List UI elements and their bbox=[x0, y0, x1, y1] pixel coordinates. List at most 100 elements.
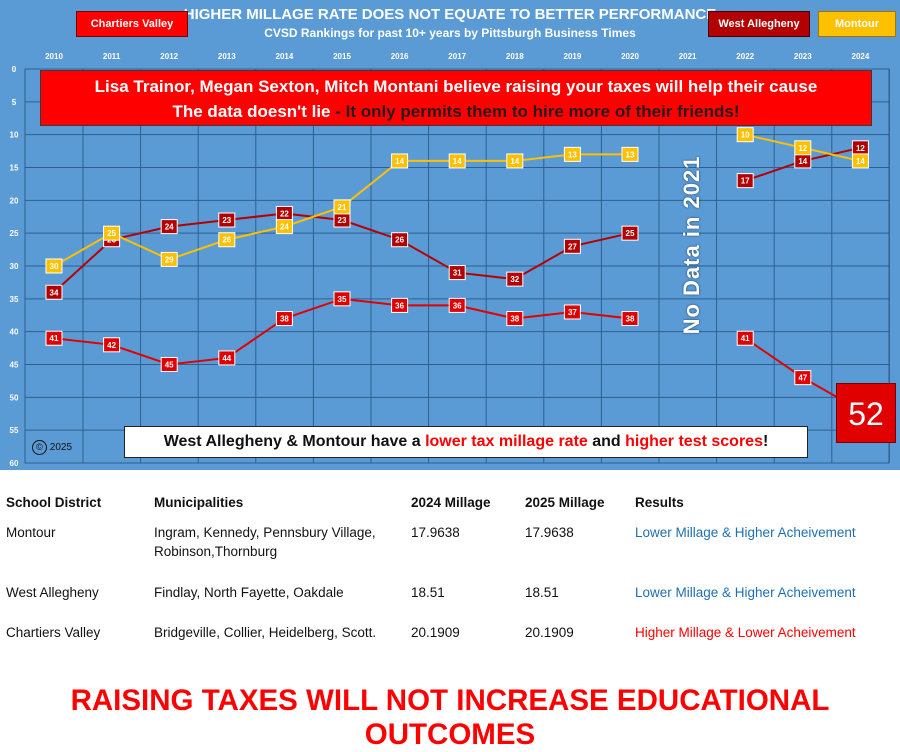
cell-municipalities: Findlay, North Fayette, Oakdale bbox=[154, 585, 344, 600]
data-point bbox=[621, 146, 639, 162]
data-point bbox=[103, 337, 121, 353]
data-point bbox=[794, 140, 812, 156]
x-tick-label: 2020 bbox=[621, 52, 639, 61]
data-point bbox=[621, 225, 639, 241]
data-label: 17 bbox=[741, 177, 750, 186]
y-tick-label: 5 bbox=[12, 98, 17, 107]
note-part-2: lower tax millage rate bbox=[425, 433, 588, 450]
data-point bbox=[45, 330, 63, 346]
chart-area: 0 5 10 15 20 25 30 35 40 45 50 55 60 2010 2011 2012 2013… bbox=[0, 0, 900, 470]
y-tick-label: 10 bbox=[10, 131, 19, 140]
header-school-district: School District bbox=[6, 495, 102, 510]
cell-2024-millage: 17.9638 bbox=[411, 525, 460, 540]
banner-line-1: Lisa Trainor, Megan Sexton, Mitch Montan… bbox=[94, 77, 818, 96]
y-tick-label: 25 bbox=[10, 229, 19, 238]
data-label: 12 bbox=[856, 144, 865, 153]
data-label: 14 bbox=[798, 157, 807, 166]
data-point bbox=[391, 232, 409, 248]
data-point bbox=[851, 153, 869, 169]
legend-chartiers: Chartiers Valley bbox=[76, 11, 188, 37]
data-point bbox=[160, 357, 178, 372]
data-label: 41 bbox=[741, 334, 750, 343]
data-point bbox=[448, 265, 466, 281]
cell-2025-millage: 17.9638 bbox=[525, 525, 574, 540]
table-header-row: School District Municipalities 2024 Mill… bbox=[0, 495, 900, 523]
note-part-1: West Allegheny & Montour have a bbox=[163, 433, 426, 450]
data-label: 25 bbox=[626, 229, 635, 238]
x-tick-label: 2013 bbox=[218, 52, 236, 61]
data-label: 38 bbox=[626, 315, 635, 324]
data-point bbox=[218, 212, 236, 228]
data-label: 24 bbox=[165, 223, 174, 232]
data-label: 26 bbox=[395, 236, 404, 245]
data-label: 38 bbox=[510, 315, 519, 324]
data-point bbox=[736, 330, 754, 346]
data-point bbox=[563, 146, 581, 162]
x-tick-label: 2018 bbox=[506, 52, 524, 61]
data-point bbox=[45, 284, 63, 300]
cell-2024-millage: 18.51 bbox=[411, 585, 445, 600]
data-label: 24 bbox=[280, 223, 289, 232]
data-point bbox=[563, 304, 581, 320]
data-label: 10 bbox=[741, 131, 750, 140]
x-tick-label: 2024 bbox=[852, 52, 870, 61]
data-label: 14 bbox=[453, 157, 462, 166]
data-point bbox=[506, 271, 524, 287]
data-label: 26 bbox=[222, 236, 231, 245]
data-label: 32 bbox=[510, 275, 519, 284]
x-tick-label: 2016 bbox=[391, 52, 409, 61]
data-point bbox=[506, 153, 524, 169]
data-label: 14 bbox=[395, 157, 404, 166]
header-2025-millage: 2025 Millage bbox=[525, 495, 605, 510]
copyright-icon: © bbox=[32, 440, 47, 455]
cell-district: West Allegheny bbox=[6, 585, 99, 600]
banner-line-2-part-a: The data doesn't lie bbox=[172, 102, 331, 121]
data-label: 12 bbox=[798, 144, 807, 153]
data-point bbox=[736, 173, 754, 189]
data-point bbox=[391, 297, 409, 313]
cell-municipalities: Bridgeville, Collier, Heidelberg, Scott. bbox=[154, 625, 377, 640]
data-point bbox=[103, 225, 121, 241]
data-point bbox=[218, 350, 236, 366]
note-part-4: higher test scores bbox=[625, 433, 763, 450]
data-label: 44 bbox=[222, 354, 231, 363]
data-label: 34 bbox=[50, 288, 59, 297]
data-point bbox=[275, 311, 293, 327]
claim-banner: Lisa Trainor, Megan Sexton, Mitch Montan… bbox=[40, 70, 872, 126]
data-point bbox=[45, 258, 63, 274]
x-tick-label: 2022 bbox=[736, 52, 754, 61]
highlight-value-box: 52 bbox=[836, 383, 896, 443]
note-part-3: and bbox=[587, 433, 626, 450]
data-point bbox=[448, 153, 466, 169]
chart-subtitle: CVSD Rankings for past 10+ years by Pitt… bbox=[264, 26, 636, 40]
y-tick-label: 15 bbox=[10, 164, 19, 173]
data-label: 14 bbox=[856, 157, 865, 166]
header-2024-millage: 2024 Millage bbox=[411, 495, 491, 510]
copyright-note: © 2025 bbox=[32, 440, 72, 455]
data-label: 25 bbox=[107, 229, 116, 238]
data-label: 36 bbox=[395, 301, 404, 310]
x-tick-label: 2015 bbox=[333, 52, 351, 61]
data-label: 30 bbox=[50, 262, 59, 271]
legend-west-allegheny-label: West Allegheny bbox=[718, 18, 800, 30]
x-tick-label: 2023 bbox=[794, 52, 812, 61]
data-label: 45 bbox=[165, 361, 174, 370]
data-label: 27 bbox=[568, 242, 577, 251]
cell-result: Higher Millage & Lower Acheivement bbox=[635, 625, 856, 640]
data-point bbox=[506, 311, 524, 327]
data-label: 36 bbox=[453, 301, 462, 310]
data-point bbox=[160, 219, 178, 235]
data-label: 13 bbox=[626, 150, 635, 159]
y-tick-label: 20 bbox=[10, 196, 19, 205]
data-point bbox=[621, 311, 639, 327]
table-row: Montour Ingram, Kennedy, Pennsbury Villa… bbox=[0, 523, 900, 583]
banner-line-2-part-b: - It only permits them to hire more of t… bbox=[330, 102, 740, 121]
copyright-year: 2025 bbox=[49, 442, 73, 453]
data-label: 29 bbox=[165, 255, 174, 264]
data-label: 23 bbox=[338, 216, 347, 225]
data-point bbox=[391, 153, 409, 169]
data-label: 22 bbox=[280, 209, 289, 218]
note-part-5: ! bbox=[762, 433, 769, 450]
cell-2024-millage: 20.1909 bbox=[411, 625, 460, 640]
x-tick-label: 2014 bbox=[276, 52, 294, 61]
